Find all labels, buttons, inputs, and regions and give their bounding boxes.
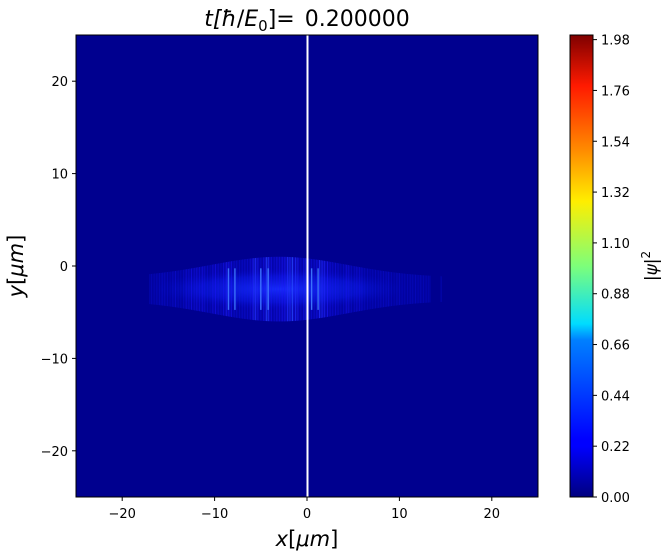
x-tick-label: −10 (201, 507, 228, 522)
x-tick-label: 20 (484, 507, 501, 522)
plot-area (76, 35, 538, 497)
title-energy: E (244, 7, 258, 32)
y-axis-ticks: 20 10 0 −10 −20 (41, 75, 76, 460)
title-energy-subscript: 0 (258, 17, 268, 35)
colorbar (569, 34, 594, 498)
title-equals: = (276, 7, 294, 32)
y-tick-label: 20 (51, 75, 68, 90)
title-time-symbol: t[ (204, 7, 223, 32)
colorbar-ticks: 0.00 0.22 0.44 0.66 0.88 1.10 1.32 1.54 1.76 1.98 (593, 34, 630, 506)
colorbar-tick-label: 1.54 (601, 135, 630, 150)
chart-title: t[ħ/E0]= 0.200000 (204, 7, 409, 35)
colorbar-tick-label: 0.22 (601, 440, 630, 455)
y-axis-label-var: y (4, 284, 28, 298)
y-axis-label-unit: μm (4, 243, 28, 278)
colorbar-label-var: ψ (642, 263, 662, 275)
x-tick-label: 0 (303, 507, 311, 522)
y-axis-label: y[μm] (4, 235, 28, 299)
x-tick-label: −20 (108, 507, 135, 522)
x-axis-label-unit: μm (295, 527, 330, 551)
y-tick-label: 0 (60, 260, 68, 275)
y-tick-label: 10 (51, 168, 68, 183)
colorbar-tick-label: 1.32 (601, 186, 630, 201)
colorbar-tick-label: 0.00 (601, 491, 630, 506)
title-value: 0.200000 (305, 7, 410, 32)
x-axis-label-var: x (275, 527, 289, 551)
title-slash: / (237, 7, 245, 32)
colorbar-tick-label: 1.98 (601, 34, 630, 49)
y-tick-label: −10 (41, 352, 68, 367)
y-axis-label-open: [ (4, 277, 28, 285)
colorbar-label-power: 2 (639, 251, 653, 259)
colorbar-tick-label: 0.88 (601, 288, 630, 303)
colorbar-label: |ψ|2 (639, 251, 662, 281)
title-close-bracket: ] (268, 7, 277, 32)
y-axis-label-close: ] (4, 235, 28, 243)
colorbar-tick-label: 0.44 (601, 389, 630, 404)
colorbar-tick-label: 1.10 (601, 237, 630, 252)
colorbar-tick-label: 0.66 (601, 339, 630, 354)
x-tick-label: 10 (391, 507, 408, 522)
x-axis-label: x[μm] (275, 527, 339, 551)
y-tick-label: −20 (41, 445, 68, 460)
x-axis-label-open: [ (288, 527, 296, 551)
wavepacket-density (143, 256, 442, 322)
title-hbar: ħ (222, 7, 237, 32)
x-axis-ticks: −20 −10 0 10 20 (108, 497, 500, 522)
colorbar-tick-label: 1.76 (601, 84, 630, 99)
x-axis-label-close: ] (330, 527, 338, 551)
